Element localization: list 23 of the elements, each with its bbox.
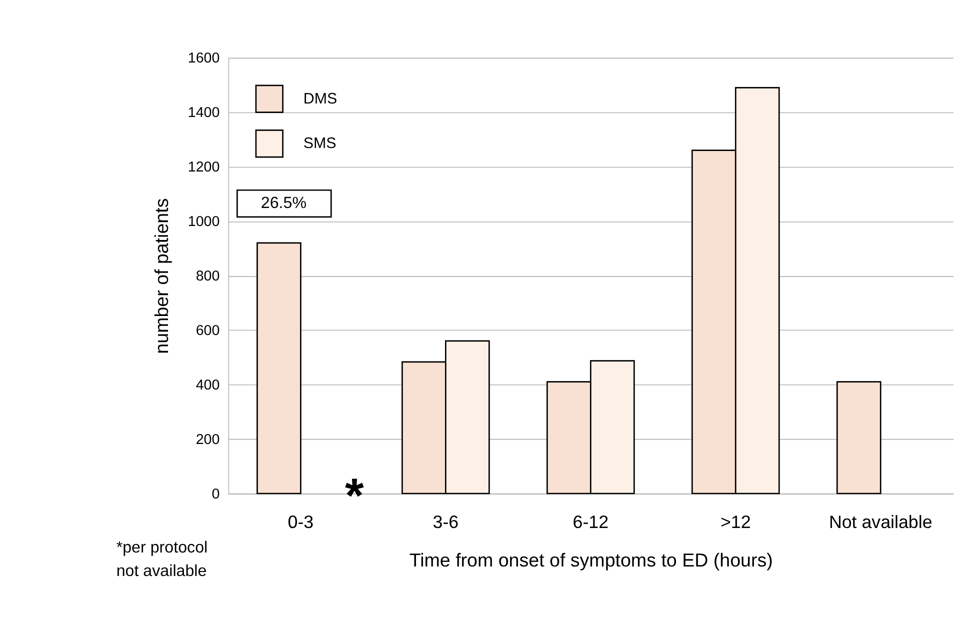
x-tick-label: 6-12 — [572, 512, 609, 532]
y-tick-label: 400 — [196, 377, 220, 394]
annotation: 26.5% — [260, 194, 307, 212]
x-tick-label: 0-3 — [288, 512, 314, 532]
x-tick-label: 3-6 — [432, 512, 459, 532]
y-tick-label: 1600 — [188, 50, 220, 67]
y-axis-title: number of patients — [151, 198, 172, 354]
x-tick-label: Not available — [828, 512, 932, 532]
y-tick-label: 600 — [196, 323, 220, 339]
legend-label: SMS — [303, 135, 336, 152]
y-tick-label: 1000 — [188, 214, 220, 230]
bar — [256, 242, 302, 494]
text: *per protocol not available — [116, 538, 208, 580]
x-tick-label: >12 — [720, 512, 751, 532]
x-axis-title: Time from onset of symptoms to ED (hours) — [409, 549, 773, 570]
y-tick-label: 1200 — [188, 160, 220, 176]
y-tick-label: 200 — [196, 432, 220, 448]
y-tick-label: 800 — [196, 268, 220, 285]
y-tick-label: 1400 — [188, 105, 220, 122]
y-tick-label: 0 — [212, 486, 220, 502]
legend-label: DMS — [303, 90, 338, 108]
annotation: * — [344, 469, 364, 524]
bar — [836, 381, 882, 494]
